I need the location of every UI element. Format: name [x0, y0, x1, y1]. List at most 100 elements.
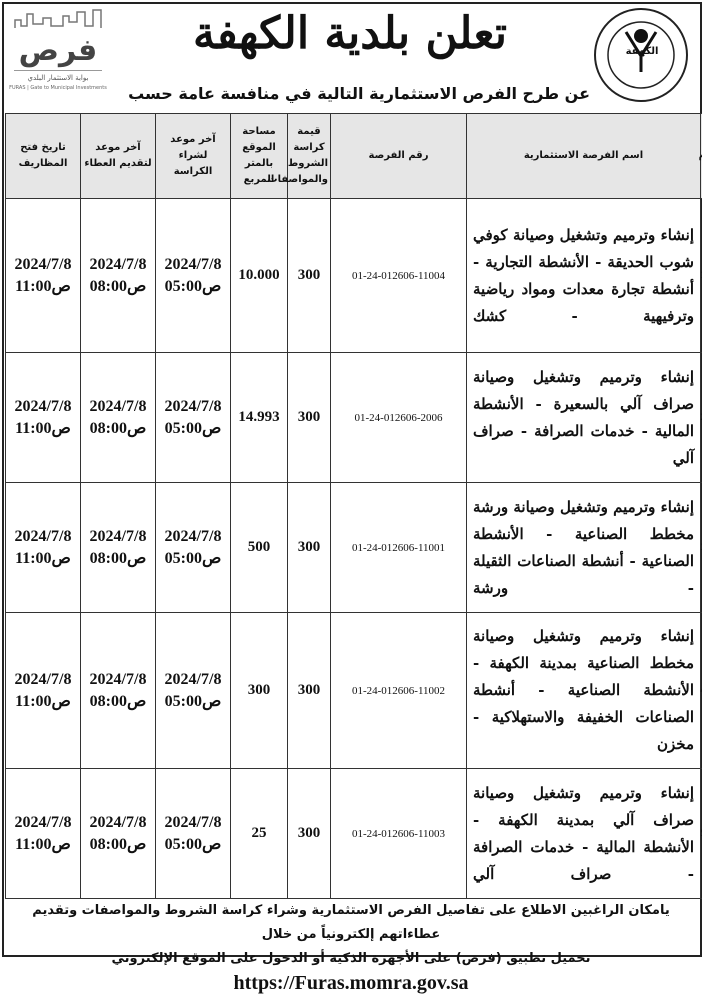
- open-time: 11:00ص: [15, 693, 71, 710]
- opportunity-name: إنشاء وترميم وتشغيل وصيانة صراف آلي بمدي…: [467, 769, 701, 899]
- furas-arabic: بوابة الاستثمار البلدي: [8, 73, 108, 84]
- bid-time: 08:00ص: [90, 420, 147, 437]
- bid-time: 08:00ص: [90, 278, 147, 295]
- table-row: 3إنشاء وترميم وتشغيل وصيانة ورشة مخطط ال…: [6, 483, 702, 613]
- bid-time: 08:00ص: [90, 693, 147, 710]
- bid-date: 2024/7/8: [90, 398, 147, 415]
- page-title: تعلن بلدية الكهفة: [120, 4, 580, 64]
- bid-deadline: 2024/7/8 08:00ص: [81, 199, 156, 353]
- furas-mark: فرص: [8, 34, 108, 68]
- open-date: 2024/7/8: [15, 671, 72, 688]
- skyline-icon: [13, 8, 103, 30]
- footer: يامكان الراغبين الاطلاع على تفاصيل الفرص…: [6, 899, 696, 998]
- cost-text: 300: [298, 682, 321, 698]
- opportunity-name: إنشاء وترميم وتشغيل وصيانة كوفي شوب الحد…: [467, 199, 701, 353]
- buy-date: 2024/7/8: [165, 528, 222, 545]
- bid-deadline: 2024/7/8 08:00ص: [81, 483, 156, 613]
- site-area: 14.993: [231, 353, 288, 483]
- number-text: 01-24-012606-2006: [355, 412, 443, 424]
- furas-english: FURAS | Gate to Municipal Investments: [8, 84, 108, 92]
- site-area: 25: [231, 769, 288, 899]
- header-bid-deadline: آخر موعد لتقديم العطاء: [81, 114, 156, 199]
- buy-date: 2024/7/8: [165, 398, 222, 415]
- booklet-cost: 300: [288, 483, 331, 613]
- area-text: 25: [252, 825, 267, 841]
- name-text: إنشاء وترميم وتشغيل وصيانة صراف آلي بالس…: [473, 368, 694, 467]
- bid-date: 2024/7/8: [90, 256, 147, 273]
- table-row: 5إنشاء وترميم وتشغيل وصيانة صراف آلي بمد…: [6, 769, 702, 899]
- open-time: 11:00ص: [15, 278, 71, 295]
- header-number: رقم الفرصة: [331, 114, 467, 199]
- furas-logo: فرص بوابة الاستثمار البلدي FURAS | Gate …: [8, 8, 108, 100]
- buy-date: 2024/7/8: [165, 814, 222, 831]
- buy-time: 05:00ص: [165, 420, 222, 437]
- website-link[interactable]: https://Furas.momra.gov.sa: [234, 972, 469, 994]
- buy-deadline: 2024/7/8 05:00ص: [156, 769, 231, 899]
- opening-date: 2024/7/8 11:00ص: [6, 353, 81, 483]
- area-text: 500: [248, 539, 271, 555]
- area-text: 300: [248, 682, 271, 698]
- buy-time: 05:00ص: [165, 550, 222, 567]
- buy-date: 2024/7/8: [165, 256, 222, 273]
- number-text: 01-24-012606-11002: [352, 685, 445, 697]
- header-cost: قيمة كراسة الشروط والمواصفات: [288, 114, 331, 199]
- footer-line1: يامكان الراغبين الاطلاع على تفاصيل الفرص…: [6, 899, 696, 947]
- opportunity-name: إنشاء وترميم وتشغيل وصيانة صراف آلي بالس…: [467, 353, 701, 483]
- open-time: 11:00ص: [15, 550, 71, 567]
- buy-time: 05:00ص: [165, 278, 222, 295]
- opportunity-number: 01-24-012606-11003: [331, 769, 467, 899]
- table-header-row: م اسم الفرصة الاستثمارية رقم الفرصة قيمة…: [6, 114, 702, 199]
- opportunity-name: إنشاء وترميم وتشغيل وصيانة مخطط الصناعية…: [467, 613, 701, 769]
- buy-deadline: 2024/7/8 05:00ص: [156, 353, 231, 483]
- site-area: 500: [231, 483, 288, 613]
- opening-date: 2024/7/8 11:00ص: [6, 769, 81, 899]
- bid-deadline: 2024/7/8 08:00ص: [81, 769, 156, 899]
- name-text: إنشاء وترميم وتشغيل وصيانة مخطط الصناعية…: [473, 627, 694, 753]
- cost-text: 300: [298, 409, 321, 425]
- table-row: 1إنشاء وترميم وتشغيل وصيانة كوفي شوب الح…: [6, 199, 702, 353]
- opportunities-table: م اسم الفرصة الاستثمارية رقم الفرصة قيمة…: [5, 113, 702, 899]
- bid-time: 08:00ص: [90, 550, 147, 567]
- buy-time: 05:00ص: [165, 693, 222, 710]
- number-text: 01-24-012606-11001: [352, 542, 445, 554]
- opening-date: 2024/7/8 11:00ص: [6, 199, 81, 353]
- buy-deadline: 2024/7/8 05:00ص: [156, 199, 231, 353]
- open-date: 2024/7/8: [15, 814, 72, 831]
- opportunity-number: 01-24-012606-11002: [331, 613, 467, 769]
- header-buy-deadline: آخر موعد لشراء الكراسة: [156, 114, 231, 199]
- site-area: 10.000: [231, 199, 288, 353]
- bid-date: 2024/7/8: [90, 814, 147, 831]
- name-text: إنشاء وترميم وتشغيل وصيانة ورشة مخطط الص…: [473, 498, 694, 597]
- buy-date: 2024/7/8: [165, 671, 222, 688]
- buy-deadline: 2024/7/8 05:00ص: [156, 483, 231, 613]
- cost-text: 300: [298, 539, 321, 555]
- open-date: 2024/7/8: [15, 256, 72, 273]
- opportunity-number: 01-24-012606-11001: [331, 483, 467, 613]
- booklet-cost: 300: [288, 199, 331, 353]
- number-text: 01-24-012606-11004: [352, 270, 445, 282]
- opening-date: 2024/7/8 11:00ص: [6, 483, 81, 613]
- bid-time: 08:00ص: [90, 836, 147, 853]
- bid-deadline: 2024/7/8 08:00ص: [81, 613, 156, 769]
- opportunity-number: 01-24-012606-11004: [331, 199, 467, 353]
- seal-text: الكهفة: [622, 46, 662, 57]
- header-name: اسم الفرصة الاستثمارية: [467, 114, 701, 199]
- bid-date: 2024/7/8: [90, 671, 147, 688]
- open-date: 2024/7/8: [15, 398, 72, 415]
- bid-deadline: 2024/7/8 08:00ص: [81, 353, 156, 483]
- footer-line2: تحميل تطبيق (فرص) على الأجهزة الذكية أو …: [112, 951, 591, 966]
- opening-date: 2024/7/8 11:00ص: [6, 613, 81, 769]
- bid-date: 2024/7/8: [90, 528, 147, 545]
- open-date: 2024/7/8: [15, 528, 72, 545]
- table-row: 2إنشاء وترميم وتشغيل وصيانة صراف آلي بال…: [6, 353, 702, 483]
- buy-deadline: 2024/7/8 05:00ص: [156, 613, 231, 769]
- name-text: إنشاء وترميم وتشغيل وصيانة كوفي شوب الحد…: [473, 226, 694, 325]
- name-text: إنشاء وترميم وتشغيل وصيانة صراف آلي بمدي…: [473, 784, 694, 883]
- booklet-cost: 300: [288, 613, 331, 769]
- opportunity-name: إنشاء وترميم وتشغيل وصيانة ورشة مخطط الص…: [467, 483, 701, 613]
- open-time: 11:00ص: [15, 420, 71, 437]
- buy-time: 05:00ص: [165, 836, 222, 853]
- cost-text: 300: [298, 825, 321, 841]
- booklet-cost: 300: [288, 769, 331, 899]
- open-time: 11:00ص: [15, 836, 71, 853]
